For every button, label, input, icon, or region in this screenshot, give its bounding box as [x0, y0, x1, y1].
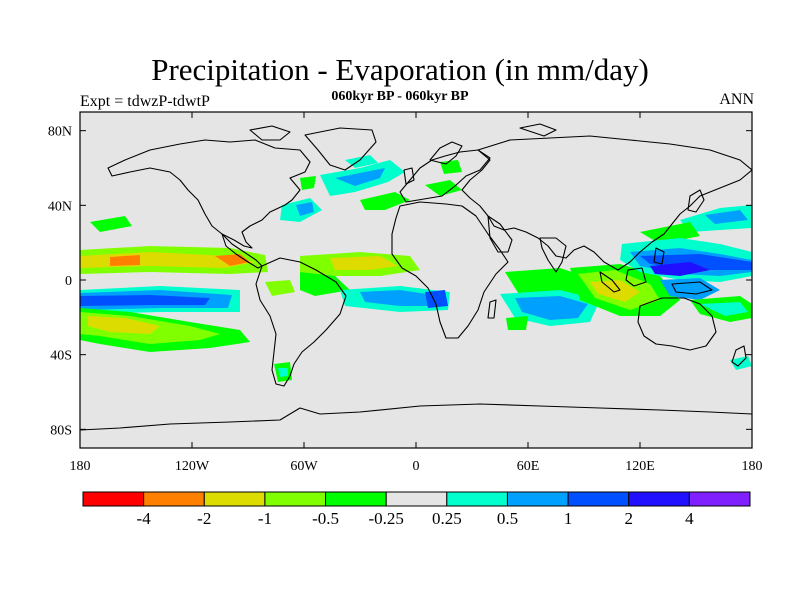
coastline-africa [391, 201, 509, 339]
anomaly-contour [425, 180, 462, 196]
lat-tick-label: 40S [50, 349, 72, 364]
colorbar-swatch [628, 491, 690, 507]
anomaly-contour [88, 316, 160, 334]
coastline-asia [461, 135, 752, 271]
anomaly-contour [650, 262, 710, 276]
longitude-axis: 180 120W 60W 0 60E 120E 180 [70, 112, 763, 474]
anomaly-contour [300, 272, 350, 296]
coastline-arabia [487, 215, 513, 253]
colorbar-label: -0.5 [312, 509, 339, 528]
colorbar-swatch [567, 491, 630, 507]
coastline-arctic-islands [249, 125, 291, 141]
colorbar-label: 1 [564, 509, 573, 528]
colorbar-label: -0.25 [368, 509, 403, 528]
anomaly-contour [278, 368, 288, 377]
coastline-north-america [107, 139, 311, 249]
colorbar-label: -1 [258, 509, 272, 528]
anomaly-contour [360, 192, 410, 210]
colorbar-label: 4 [685, 509, 694, 528]
colorbar-label: -2 [197, 509, 211, 528]
anomaly-contour [300, 176, 316, 190]
coastline-scandinavia [429, 141, 463, 165]
anomaly-contour [700, 302, 748, 316]
colorbar-swatch [506, 491, 569, 507]
latitude-axis: 80N 40N 0 40S 80S [48, 125, 752, 438]
colorbar-label: 0.5 [497, 509, 518, 528]
anomaly-contour [590, 280, 640, 302]
chart-subtitle: 060kyr BP - 060kyr BP [331, 89, 469, 104]
lon-tick-label: 60W [290, 459, 318, 474]
coastline-madagascar [487, 299, 497, 319]
anomaly-contour [506, 316, 528, 330]
coastline-antarctica [80, 403, 752, 431]
anomaly-contour [515, 296, 588, 320]
anomaly-contour [90, 216, 132, 232]
anomaly-field-layer [80, 155, 752, 382]
anomaly-contour [110, 255, 140, 266]
chart-title: Precipitation - Evaporation (in mm/day) [151, 52, 649, 87]
anomaly-contour [265, 280, 295, 296]
colorbar: -4 -2 -1 -0.5 -0.25 0.25 0.5 1 2 4 [82, 491, 751, 528]
anomaly-contour [296, 202, 314, 216]
coastline-new-guinea [671, 281, 713, 295]
lon-tick-label: 180 [70, 459, 91, 474]
coastline-greenland [304, 127, 377, 171]
lat-tick-label: 0 [65, 274, 72, 289]
lon-tick-label: 60E [517, 459, 540, 474]
anomaly-contour [330, 256, 398, 270]
lon-tick-label: 120W [175, 459, 210, 474]
lon-tick-label: 0 [413, 459, 420, 474]
coastline-japan [687, 189, 705, 213]
colorbar-swatch [203, 491, 266, 507]
coastline-borneo [625, 267, 647, 287]
coastline-europe [399, 149, 491, 203]
colorbar-swatch [325, 491, 387, 507]
coastline-new-zealand [731, 345, 747, 367]
coastline-central-america [221, 233, 263, 269]
colorbar-swatch [688, 491, 751, 507]
colorbar-swatch [385, 491, 448, 507]
anomaly-contour [705, 210, 748, 224]
lat-tick-label: 80N [48, 125, 72, 140]
lon-tick-label: 180 [742, 459, 763, 474]
colorbar-swatch [82, 491, 145, 507]
anomaly-contour [80, 295, 210, 306]
anomaly-contour [640, 222, 700, 244]
coastline-sumatra [599, 271, 621, 293]
lon-tick-label: 120E [625, 459, 655, 474]
lat-tick-label: 80S [50, 423, 72, 438]
coastline-britain [403, 167, 415, 185]
colorbar-label: 2 [624, 509, 633, 528]
experiment-label: Expt = tdwzP-tdwtP [80, 93, 210, 110]
coastline-australia [637, 297, 717, 351]
season-label: ANN [719, 91, 754, 108]
anomaly-contour [360, 290, 440, 306]
lat-tick-label: 40N [48, 199, 72, 214]
colorbar-swatch [143, 491, 205, 507]
coastline-arctic-islands [519, 123, 557, 137]
anomaly-contour [335, 168, 385, 186]
colorbar-label: -4 [137, 509, 152, 528]
coastline-south-america [255, 257, 347, 387]
colorbar-swatch [264, 491, 327, 507]
coastline-india [539, 237, 567, 273]
colorbar-label: 0.25 [432, 509, 462, 528]
colorbar-swatch [446, 491, 508, 507]
coastline-philippines [653, 247, 665, 265]
coastline-layer [80, 123, 752, 431]
